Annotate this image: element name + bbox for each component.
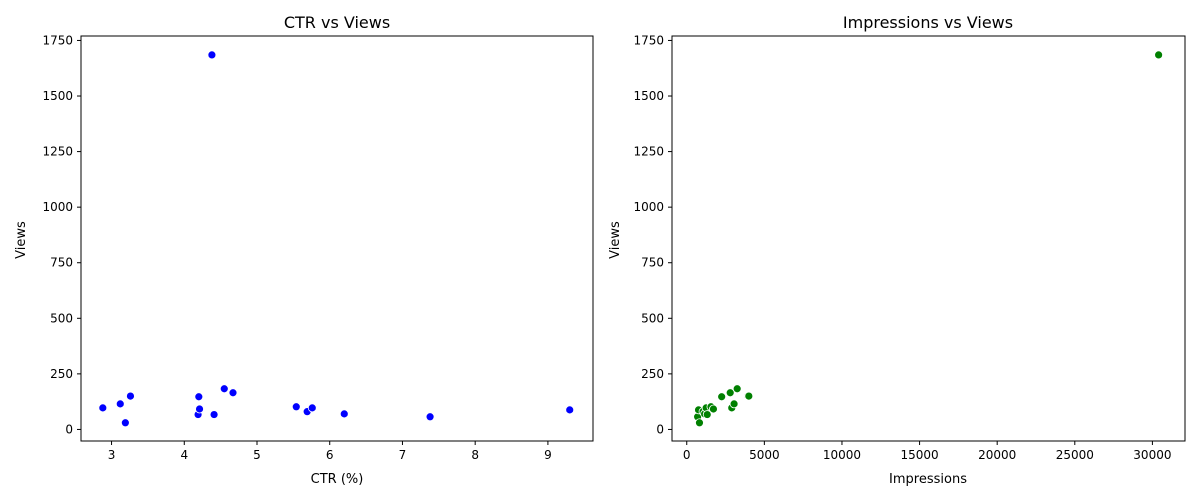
y-tick-label: 500 <box>641 311 664 325</box>
data-point <box>115 399 125 409</box>
data-point <box>126 391 135 401</box>
data-point <box>98 403 108 413</box>
data-point <box>744 391 754 401</box>
data-point <box>729 399 739 409</box>
y-tick-label: 1500 <box>633 89 664 103</box>
y-tick-label: 1250 <box>42 145 73 159</box>
x-tick-label: 20000 <box>978 448 1016 462</box>
data-point <box>565 405 575 415</box>
data-point <box>695 418 704 428</box>
x-tick-label: 5 <box>253 448 261 462</box>
data-point <box>1154 50 1164 60</box>
x-tick-label: 15000 <box>900 448 938 462</box>
axes-frame <box>80 35 594 442</box>
y-axis-label: Views <box>14 221 29 259</box>
chart-title: CTR vs Views <box>284 13 390 32</box>
data-point <box>219 384 229 394</box>
data-point <box>732 384 742 394</box>
y-tick-label: 750 <box>641 256 664 270</box>
data-point <box>339 409 349 419</box>
y-tick-label: 1000 <box>42 200 73 214</box>
chart-impressions-vs-views: Impressions vs Views Impressions Views 0… <box>608 13 1186 487</box>
x-tick-label: 6 <box>326 448 334 462</box>
axes-frame <box>671 35 1186 442</box>
x-tick-label: 10000 <box>823 448 861 462</box>
plot-area: 3 4 5 6 7 8 9 0 250 500 750 1000 1250 1500 1750 <box>42 33 594 462</box>
y-tick-label: 250 <box>641 367 664 381</box>
data-point <box>120 418 130 428</box>
x-tick-label: 30000 <box>1133 448 1171 462</box>
data-point <box>702 410 712 419</box>
data-point <box>207 50 217 60</box>
data-point <box>717 392 727 402</box>
data-point <box>291 402 301 412</box>
data-point <box>307 403 317 413</box>
data-point <box>425 412 435 422</box>
x-tick-label: 5000 <box>749 448 780 462</box>
chart-ctr-vs-views: CTR vs Views CTR (%) Views 3 4 5 6 7 8 9 0 250 50… <box>14 13 594 487</box>
data-point <box>194 392 204 402</box>
x-axis-label: Impressions <box>889 472 967 487</box>
plot-area: 0 5000 10000 15000 20000 25000 30000 0 250 500 750… <box>633 33 1186 462</box>
x-tick-label: 0 <box>683 448 691 462</box>
data-point <box>228 388 238 398</box>
y-tick-label: 1000 <box>633 200 664 214</box>
data-point <box>725 388 735 398</box>
chart-title: Impressions vs Views <box>843 13 1013 32</box>
y-tick-label: 0 <box>65 422 73 436</box>
y-axis-label: Views <box>608 221 623 259</box>
x-tick-label: 8 <box>471 448 479 462</box>
x-tick-label: 4 <box>180 448 188 462</box>
data-point <box>709 404 718 414</box>
y-tick-label: 0 <box>656 422 664 436</box>
y-tick-label: 1500 <box>42 89 73 103</box>
x-axis-label: CTR (%) <box>311 472 364 487</box>
y-tick-label: 500 <box>50 311 73 325</box>
x-tick-label: 7 <box>399 448 407 462</box>
x-tick-label: 3 <box>108 448 116 462</box>
x-tick-label: 9 <box>544 448 552 462</box>
data-point <box>195 404 204 414</box>
y-tick-label: 1750 <box>42 33 73 47</box>
y-tick-label: 750 <box>50 256 73 270</box>
y-tick-label: 1750 <box>633 33 664 47</box>
y-tick-label: 250 <box>50 367 73 381</box>
data-point <box>209 410 219 419</box>
y-tick-label: 1250 <box>633 145 664 159</box>
x-tick-label: 25000 <box>1056 448 1094 462</box>
